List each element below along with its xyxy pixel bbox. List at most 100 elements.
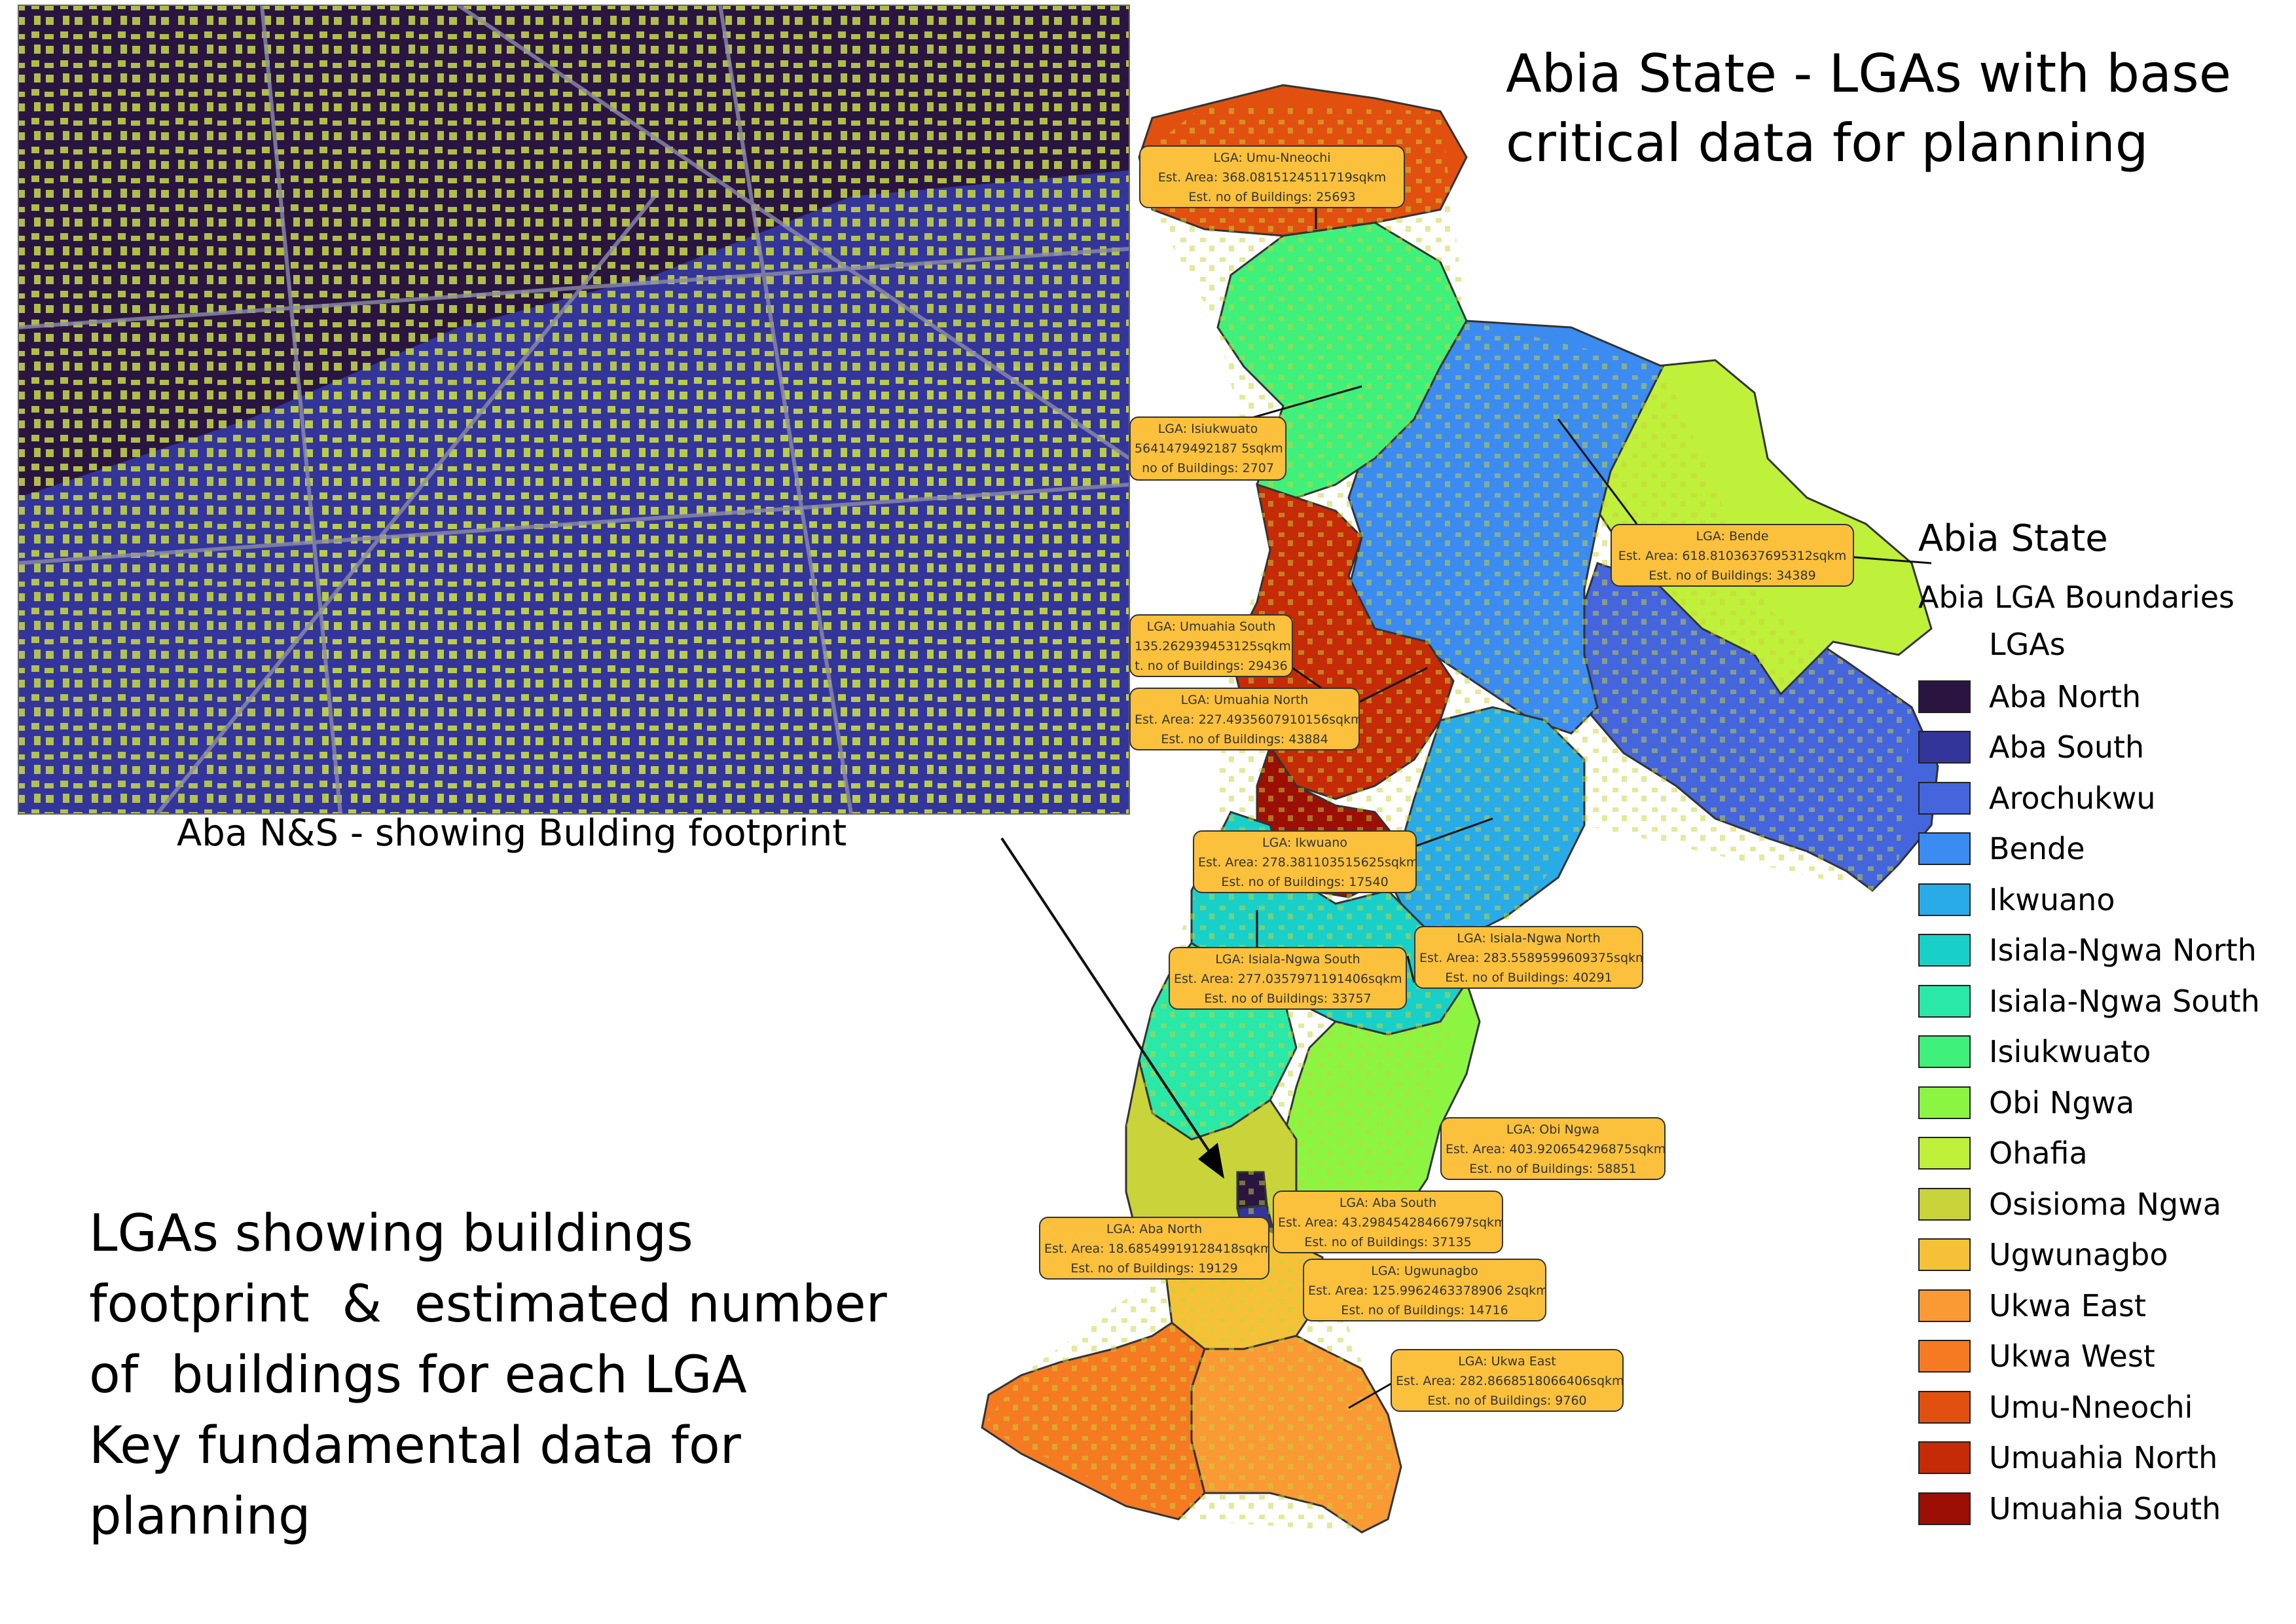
callout-buildings: no of Buildings: 2707 (1142, 461, 1274, 475)
callout-area: Est. Area: 403.920654296875sqkm (1446, 1142, 1666, 1156)
inset-map (18, 5, 1130, 815)
callout-ugwunagbo: LGA: Ugwunagbo Est. Area: 125.9962463378… (1303, 1259, 1546, 1321)
callout-area: Est. Area: 282.8668518066406sqkm (1396, 1374, 1624, 1388)
description-line-4: Key fundamental data for (89, 1416, 741, 1475)
legend-swatch (1918, 1492, 1971, 1525)
callout-lga: LGA: Aba South (1339, 1196, 1437, 1210)
lga-ukwa-east[interactable] (1190, 1335, 1402, 1534)
callout-buildings: Est. no of Buildings: 33757 (1204, 991, 1372, 1006)
legend-item: Aba North (1918, 671, 2260, 722)
lga-aba-north[interactable] (1236, 1171, 1268, 1209)
legend-item: Ukwa West (1918, 1331, 2260, 1382)
legend-swatch (1918, 1441, 1971, 1475)
callout-area: 135.262939453125sqkm (1135, 639, 1291, 654)
legend-swatch (1918, 680, 1971, 713)
legend-item-label: Isiukwuato (1989, 1034, 2151, 1070)
legend-item-label: Ukwa East (1989, 1287, 2146, 1323)
legend-item-label: Isiala-Ngwa North (1989, 932, 2257, 969)
callout-buildings: t. no of Buildings: 29436 (1135, 659, 1288, 673)
legend-item: Umu-Nneochi (1918, 1382, 2260, 1433)
legend-item-label: Aba South (1989, 729, 2145, 766)
lga-ukwa-west[interactable] (981, 1321, 1206, 1521)
callout-lga: LGA: Ukwa East (1458, 1354, 1556, 1369)
callout-area: Est. Area: 368.0815124511719sqkm (1157, 170, 1387, 185)
description-line-2: footprint & estimated number (89, 1275, 887, 1334)
legend-item: Isiala-Ngwa South (1918, 976, 2260, 1027)
inset-pointer-arrow (1000, 837, 1224, 1179)
legend-field-name: LGAs (1989, 627, 2066, 662)
description-line-3: of buildings for each LGA (89, 1346, 747, 1405)
callout-buildings: Est. no of Buildings: 14716 (1341, 1303, 1508, 1318)
legend-item-label: Osisioma Ngwa (1989, 1186, 2221, 1222)
legend-item: Arochukwu (1918, 773, 2260, 824)
legend-swatch (1918, 832, 1971, 866)
callout-isiala-ngwa-south: LGA: Isiala-Ngwa South Est. Area: 277.03… (1169, 947, 1407, 1010)
map-title-line-2: critical data for planning (1506, 113, 2149, 174)
callout-lga: LGA: Isiala-Ngwa North (1457, 931, 1601, 946)
legend: Abia State Abia LGA Boundaries LGAs Aba … (1918, 517, 2260, 1534)
callout-buildings: Est. no of Buildings: 43884 (1161, 732, 1328, 747)
callout-lga: LGA: Ugwunagbo (1371, 1264, 1478, 1278)
legend-swatch (1918, 781, 1971, 815)
callout-area: Est. Area: 227.4935607910156sqkm (1135, 712, 1360, 727)
legend-item-label: Umuahia South (1989, 1490, 2221, 1526)
callout-lga: LGA: Isiukwuato (1157, 422, 1258, 436)
callout-obi-ngwa: LGA: Obi Ngwa Est. Area: 403.92065429687… (1440, 1117, 1666, 1180)
callout-lga: LGA: Obi Ngwa (1506, 1122, 1600, 1137)
legend-swatch (1918, 1035, 1971, 1069)
callout-area: Est. Area: 43.29845428466797sqkm (1278, 1215, 1503, 1230)
inset-caption: Aba N&S - showing Bulding footprint (177, 812, 847, 855)
callout-isiala-ngwa-north: LGA: Isiala-Ngwa North Est. Area: 283.55… (1414, 926, 1643, 989)
callout-area: Est. Area: 618.8103637695312sqkm (1618, 549, 1847, 563)
legend-item: Osisioma Ngwa (1918, 1179, 2260, 1230)
callout-area: Est. Area: 18.68549919128418sqkm (1044, 1242, 1269, 1256)
callout-ikwuano: LGA: Ikwuano Est. Area: 278.381103515625… (1193, 830, 1417, 893)
callout-lga: LGA: Ikwuano (1262, 836, 1347, 850)
legend-item: Umuahia South (1918, 1483, 2260, 1534)
callout-isiukwuato: LGA: Isiukwuato 5641479492187 5sqkm no o… (1129, 416, 1286, 481)
callout-area: 5641479492187 5sqkm (1135, 441, 1283, 456)
map-title-line-1: Abia State - LGAs with base (1506, 43, 2231, 104)
callout-aba-north: LGA: Aba North Est. Area: 18.68549919128… (1039, 1217, 1269, 1280)
callout-lga: LGA: Umuahia South (1146, 619, 1276, 634)
legend-item: Umuahia North (1918, 1433, 2260, 1484)
callout-lga: LGA: Umu-Nneochi (1213, 151, 1331, 165)
callout-buildings: Est. no of Buildings: 19129 (1070, 1261, 1238, 1276)
legend-item: Bende (1918, 824, 2260, 875)
legend-item-label: Aba North (1989, 678, 2141, 714)
legend-swatch (1918, 1187, 1971, 1221)
legend-item: Isiukwuato (1918, 1027, 2260, 1078)
legend-swatch (1918, 1390, 1971, 1424)
callout-umuahia-north: LGA: Umuahia North Est. Area: 227.493560… (1129, 688, 1360, 750)
callout-buildings: Est. no of Buildings: 40291 (1445, 970, 1613, 985)
legend-item: Ohafia (1918, 1128, 2260, 1179)
callout-buildings: Est. no of Buildings: 37135 (1304, 1235, 1472, 1249)
callout-lga: LGA: Isiala-Ngwa South (1215, 952, 1360, 967)
callout-area: Est. Area: 277.0357971191406sqkm (1174, 972, 1402, 986)
legend-item-label: Arochukwu (1989, 780, 2156, 816)
legend-swatch (1918, 731, 1971, 764)
legend-item-label: Isiala-Ngwa South (1989, 983, 2260, 1019)
callout-buildings: Est. no of Buildings: 34389 (1649, 568, 1816, 583)
legend-item-label: Ukwa West (1989, 1338, 2155, 1375)
legend-item-label: Bende (1989, 831, 2085, 867)
legend-item-label: Obi Ngwa (1989, 1084, 2135, 1120)
callout-buildings: Est. no of Buildings: 9760 (1427, 1393, 1587, 1408)
legend-swatch (1918, 984, 1971, 1018)
callout-area: Est. Area: 283.5589599609375sqkm (1419, 951, 1643, 965)
description-line-1: LGAs showing buildings (89, 1204, 693, 1263)
legend-swatch (1918, 934, 1971, 967)
legend-swatch (1918, 1289, 1971, 1322)
legend-item-label: Ikwuano (1989, 881, 2115, 917)
description-line-5: planning (89, 1487, 311, 1546)
description-text: LGAs showing buildings footprint & estim… (89, 1198, 887, 1552)
legend-swatch (1918, 1340, 1971, 1373)
callout-bende: LGA: Bende Est. Area: 618.8103637695312s… (1611, 524, 1854, 587)
callout-aba-south: LGA: Aba South Est. Area: 43.29845428466… (1273, 1190, 1503, 1253)
legend-item: Ugwunagbo (1918, 1230, 2260, 1281)
callout-area: Est. Area: 278.381103515625sqkm (1198, 855, 1417, 870)
map-title: Abia State - LGAs with base critical dat… (1506, 39, 2231, 178)
legend-title: Abia State (1918, 517, 2108, 560)
legend-item: Ikwuano (1918, 874, 2260, 925)
